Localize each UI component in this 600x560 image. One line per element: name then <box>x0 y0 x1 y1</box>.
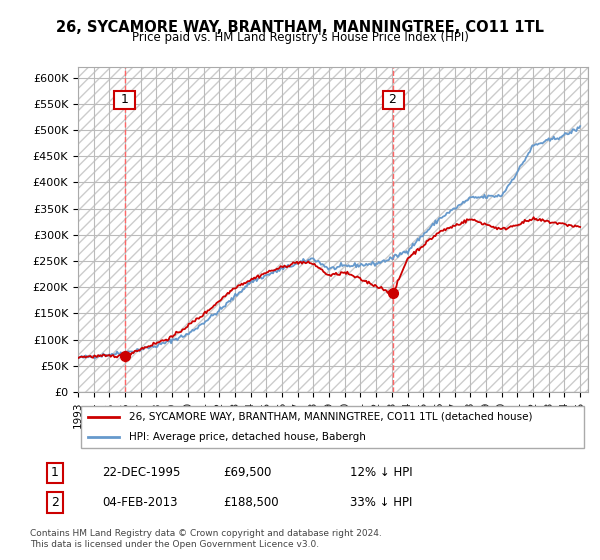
Text: 26, SYCAMORE WAY, BRANTHAM, MANNINGTREE, CO11 1TL (detached house): 26, SYCAMORE WAY, BRANTHAM, MANNINGTREE,… <box>129 412 533 422</box>
FancyBboxPatch shape <box>80 405 584 449</box>
Text: 04-FEB-2013: 04-FEB-2013 <box>102 496 177 509</box>
Text: 33% ↓ HPI: 33% ↓ HPI <box>350 496 413 509</box>
Text: 2: 2 <box>385 93 401 106</box>
Text: 2: 2 <box>51 496 59 509</box>
Text: 1: 1 <box>51 466 59 479</box>
Text: Contains HM Land Registry data © Crown copyright and database right 2024.
This d: Contains HM Land Registry data © Crown c… <box>30 529 382 549</box>
Text: 26, SYCAMORE WAY, BRANTHAM, MANNINGTREE, CO11 1TL: 26, SYCAMORE WAY, BRANTHAM, MANNINGTREE,… <box>56 20 544 35</box>
Text: 12% ↓ HPI: 12% ↓ HPI <box>350 466 413 479</box>
Text: 22-DEC-1995: 22-DEC-1995 <box>102 466 180 479</box>
Text: 1: 1 <box>116 93 133 106</box>
Text: £188,500: £188,500 <box>223 496 279 509</box>
Text: HPI: Average price, detached house, Babergh: HPI: Average price, detached house, Babe… <box>129 432 366 442</box>
Text: Price paid vs. HM Land Registry's House Price Index (HPI): Price paid vs. HM Land Registry's House … <box>131 31 469 44</box>
Text: £69,500: £69,500 <box>223 466 272 479</box>
